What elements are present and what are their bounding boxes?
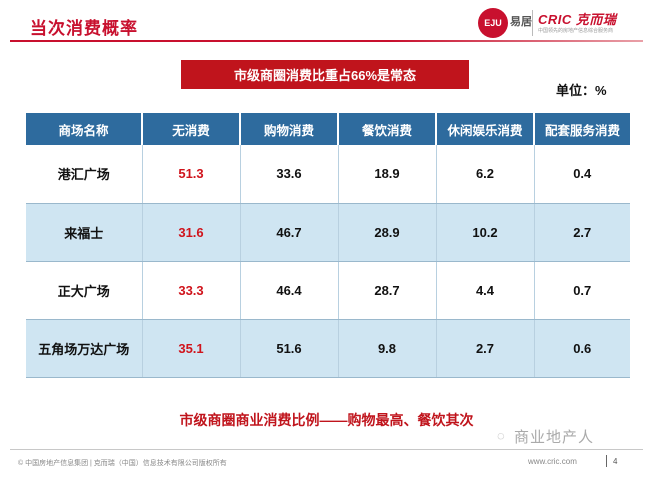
cell-shopping: 51.6 <box>240 319 339 378</box>
conclusion-text: 市级商圈商业消费比例——购物最高、餐饮其次 <box>179 412 474 428</box>
cell-mall-name: 来福士 <box>26 203 143 262</box>
cell-mall-name: 港汇广场 <box>26 145 143 204</box>
cell-mall-name: 五角场万达广场 <box>26 319 143 378</box>
eju-logo: EJU <box>478 8 508 38</box>
cell-leisure: 10.2 <box>436 203 535 262</box>
header-shopping: 购物消费 <box>240 113 339 145</box>
header-dining: 餐饮消费 <box>338 113 437 145</box>
cell-services: 0.7 <box>534 261 630 320</box>
eju-logo-text: 易居 <box>510 16 532 28</box>
cell-dining: 18.9 <box>338 145 437 204</box>
page-number: 4 <box>613 457 618 466</box>
cell-services: 0.4 <box>534 145 630 204</box>
cell-no-consumption: 35.1 <box>142 319 241 378</box>
headline-banner: 市级商圈消费比重占66%是常态 <box>181 60 469 89</box>
table-row: 港汇广场 51.3 33.6 18.9 6.2 0.4 <box>26 145 630 204</box>
cell-leisure: 6.2 <box>436 145 535 204</box>
logo-divider <box>532 10 533 36</box>
cell-no-consumption: 51.3 <box>142 145 241 204</box>
cric-logo-tagline: 中国领先的房地产信息综合服务商 <box>538 28 614 34</box>
unit-label: 单位：% <box>556 83 607 98</box>
copyright-text: © 中国房地产信息集团 | 克而瑞（中国）信息技术有限公司版权所有 <box>18 460 227 467</box>
cell-services: 0.6 <box>534 319 630 378</box>
table-row: 来福士 31.6 46.7 28.9 10.2 2.7 <box>26 203 630 262</box>
consumption-table: 商场名称 无消费 购物消费 餐饮消费 休闲娱乐消费 配套服务消费 港汇广场 51… <box>26 113 630 378</box>
cell-shopping: 46.4 <box>240 261 339 320</box>
cell-dining: 28.9 <box>338 203 437 262</box>
page-separator <box>606 455 607 467</box>
cell-no-consumption: 31.6 <box>142 203 241 262</box>
table-row: 五角场万达广场 35.1 51.6 9.8 2.7 0.6 <box>26 319 630 378</box>
header-mall-name: 商场名称 <box>26 113 143 145</box>
footer-divider <box>10 449 643 450</box>
cell-shopping: 46.7 <box>240 203 339 262</box>
cell-no-consumption: 33.3 <box>142 261 241 320</box>
cell-shopping: 33.6 <box>240 145 339 204</box>
cell-services: 2.7 <box>534 203 630 262</box>
cric-logo: CRIC 克而瑞 <box>538 12 617 27</box>
watermark-text: 商业地产人 <box>514 429 595 446</box>
slide-title: 当次消费概率 <box>30 19 138 38</box>
cell-dining: 9.8 <box>338 319 437 378</box>
cell-leisure: 4.4 <box>436 261 535 320</box>
table-header-row: 商场名称 无消费 购物消费 餐饮消费 休闲娱乐消费 配套服务消费 <box>26 113 630 145</box>
table-row: 正大广场 33.3 46.4 28.7 4.4 0.7 <box>26 261 630 320</box>
website-link[interactable]: www.cric.com <box>528 457 577 466</box>
cell-mall-name: 正大广场 <box>26 261 143 320</box>
wechat-icon: ◌ <box>497 428 505 443</box>
header-no-consumption: 无消费 <box>142 113 241 145</box>
cell-leisure: 2.7 <box>436 319 535 378</box>
title-underline <box>10 40 643 42</box>
header-services: 配套服务消费 <box>534 113 630 145</box>
header-leisure: 休闲娱乐消费 <box>436 113 535 145</box>
cell-dining: 28.7 <box>338 261 437 320</box>
